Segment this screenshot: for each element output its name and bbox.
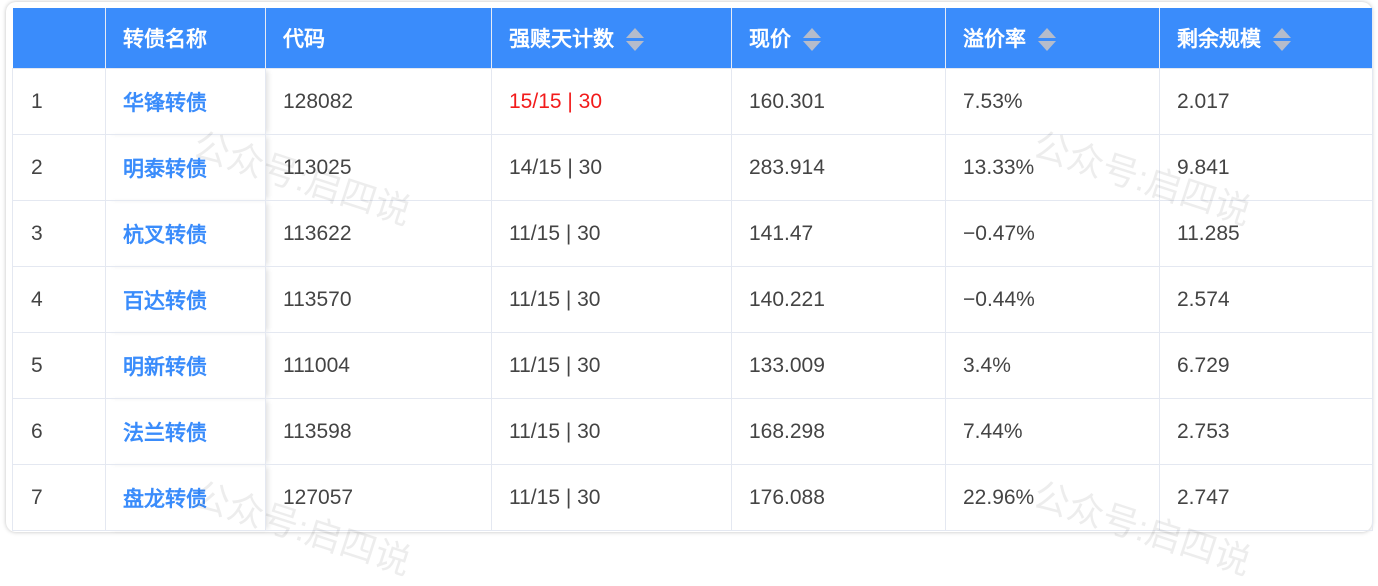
cell-remaining: 6.729	[1159, 332, 1373, 399]
table-row[interactable]: 2 明泰转债 113025 14/15 | 30 283.914 13.33% 9.841	[12, 134, 1373, 201]
cell-price: 168.298	[731, 398, 946, 465]
column-header	[12, 8, 106, 69]
cell-code: 113025	[265, 134, 492, 201]
convertible-bond-table: 转债名称 代码 强赎天计数 现价 溢价率 剩余规模 1 华锋转债 128082 15/15 | …	[12, 8, 1373, 531]
cell-remaining: 2.574	[1159, 266, 1373, 333]
column-header: 代码	[265, 8, 492, 69]
sort-icon[interactable]	[1038, 28, 1056, 52]
sort-icon[interactable]	[803, 28, 821, 52]
cell-index: 4	[12, 266, 106, 333]
cell-redeem-count: 14/15 | 30	[491, 134, 732, 201]
table-row[interactable]: 4 百达转债 113570 11/15 | 30 140.221 −0.44% 2.574	[12, 266, 1373, 333]
cell-redeem-count: 11/15 | 30	[491, 332, 732, 399]
column-header-label: 现价	[749, 28, 791, 51]
bond-name-link[interactable]: 杭叉转债	[105, 200, 266, 267]
cell-remaining: 2.747	[1159, 464, 1373, 531]
cell-redeem-count: 11/15 | 30	[491, 398, 732, 465]
table-row[interactable]: 6 法兰转债 113598 11/15 | 30 168.298 7.44% 2.753	[12, 398, 1373, 465]
cell-premium: 7.53%	[945, 68, 1160, 135]
cell-price: 133.009	[731, 332, 946, 399]
column-header-label: 代码	[283, 28, 325, 51]
cell-index: 1	[12, 68, 106, 135]
cell-index: 7	[12, 464, 106, 531]
cell-code: 128082	[265, 68, 492, 135]
cell-index: 2	[12, 134, 106, 201]
bond-name-link[interactable]: 法兰转债	[105, 398, 266, 465]
cell-code: 113622	[265, 200, 492, 267]
cell-index: 3	[12, 200, 106, 267]
cell-remaining: 11.285	[1159, 200, 1373, 267]
table-row[interactable]: 7 盘龙转债 127057 11/15 | 30 176.088 22.96% 2.747	[12, 464, 1373, 531]
column-header[interactable]: 强赎天计数	[491, 8, 732, 69]
cell-code: 113598	[265, 398, 492, 465]
table-row[interactable]: 1 华锋转债 128082 15/15 | 30 160.301 7.53% 2.017	[12, 68, 1373, 135]
cell-code: 111004	[265, 332, 492, 399]
bond-name-link[interactable]: 明新转债	[105, 332, 266, 399]
column-header-label: 转债名称	[123, 28, 207, 51]
cell-premium: −0.47%	[945, 200, 1160, 267]
column-header[interactable]: 溢价率	[945, 8, 1160, 69]
bond-name-link[interactable]: 盘龙转债	[105, 464, 266, 531]
column-header-label: 溢价率	[963, 28, 1026, 51]
cell-premium: 22.96%	[945, 464, 1160, 531]
cell-remaining: 9.841	[1159, 134, 1373, 201]
table-row[interactable]: 3 杭叉转债 113622 11/15 | 30 141.47 −0.47% 11.285	[12, 200, 1373, 267]
cell-remaining: 2.753	[1159, 398, 1373, 465]
cell-index: 5	[12, 332, 106, 399]
cell-index: 6	[12, 398, 106, 465]
bond-name-link[interactable]: 明泰转债	[105, 134, 266, 201]
cell-premium: 13.33%	[945, 134, 1160, 201]
cell-redeem-count: 15/15 | 30	[491, 68, 732, 135]
cell-price: 160.301	[731, 68, 946, 135]
cell-code: 113570	[265, 266, 492, 333]
column-header[interactable]: 现价	[731, 8, 946, 69]
cell-premium: 7.44%	[945, 398, 1160, 465]
bond-name-link[interactable]: 华锋转债	[105, 68, 266, 135]
column-header-label: 强赎天计数	[509, 28, 614, 51]
cell-price: 283.914	[731, 134, 946, 201]
bond-name-link[interactable]: 百达转债	[105, 266, 266, 333]
cell-premium: 3.4%	[945, 332, 1160, 399]
column-header: 转债名称	[105, 8, 266, 69]
cell-code: 127057	[265, 464, 492, 531]
sort-icon[interactable]	[626, 28, 644, 52]
cell-price: 141.47	[731, 200, 946, 267]
cell-redeem-count: 11/15 | 30	[491, 266, 732, 333]
table-row[interactable]: 5 明新转债 111004 11/15 | 30 133.009 3.4% 6.729	[12, 332, 1373, 399]
cell-premium: −0.44%	[945, 266, 1160, 333]
cell-redeem-count: 11/15 | 30	[491, 200, 732, 267]
table-header: 转债名称 代码 强赎天计数 现价 溢价率 剩余规模	[12, 8, 1373, 69]
column-header[interactable]: 剩余规模	[1159, 8, 1373, 69]
cell-price: 140.221	[731, 266, 946, 333]
cell-remaining: 2.017	[1159, 68, 1373, 135]
cell-price: 176.088	[731, 464, 946, 531]
column-header-label: 剩余规模	[1177, 28, 1261, 51]
sort-icon[interactable]	[1273, 28, 1291, 52]
cell-redeem-count: 11/15 | 30	[491, 464, 732, 531]
